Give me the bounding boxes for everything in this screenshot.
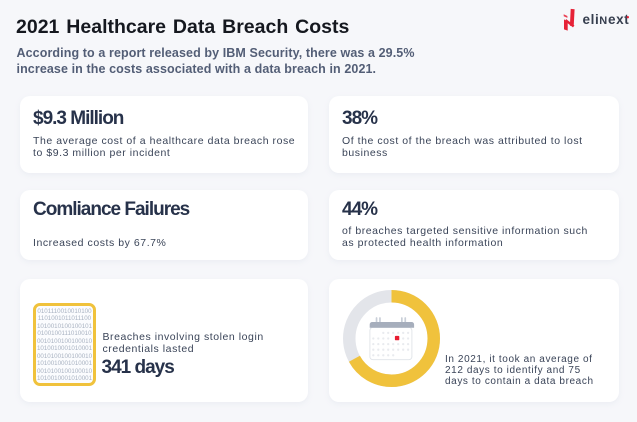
svg-text:N: N xyxy=(599,15,607,27)
svg-text:ext: ext xyxy=(608,12,629,27)
svg-text:eli: eli xyxy=(583,12,600,27)
